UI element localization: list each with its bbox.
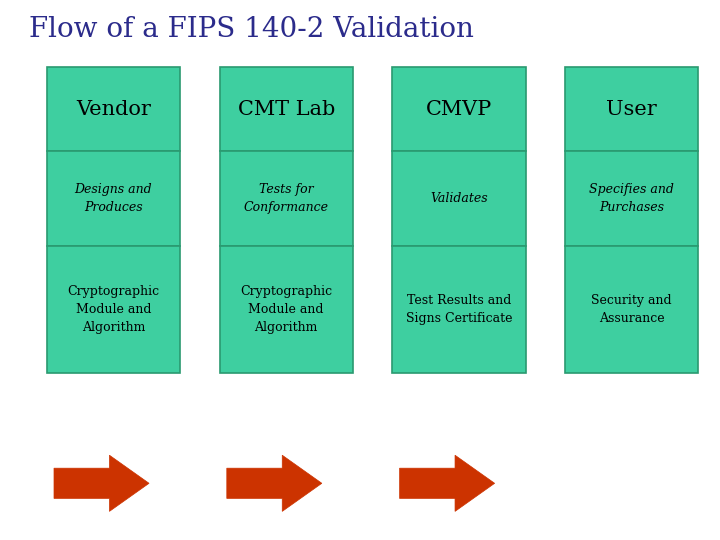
Text: Test Results and
Signs Certificate: Test Results and Signs Certificate (406, 294, 512, 325)
Bar (220, 68, 353, 151)
Text: CMT Lab: CMT Lab (238, 100, 335, 119)
Bar (565, 246, 698, 373)
Text: Vendor: Vendor (76, 100, 150, 119)
Bar (220, 246, 353, 373)
Text: Security and
Assurance: Security and Assurance (592, 294, 672, 325)
Bar (392, 151, 526, 246)
Bar (47, 246, 180, 373)
Polygon shape (54, 455, 149, 511)
Bar (392, 246, 526, 373)
Text: Specifies and
Purchases: Specifies and Purchases (590, 183, 674, 214)
Bar (565, 151, 698, 246)
Text: Flow of a FIPS 140-2 Validation: Flow of a FIPS 140-2 Validation (29, 16, 474, 43)
Text: Cryptographic
Module and
Algorithm: Cryptographic Module and Algorithm (68, 285, 159, 334)
Bar (47, 151, 180, 246)
Bar (565, 68, 698, 151)
Text: CMVP: CMVP (426, 100, 492, 119)
Polygon shape (400, 455, 495, 511)
Text: Validates: Validates (430, 192, 488, 205)
Bar (220, 151, 353, 246)
Text: Designs and
Produces: Designs and Produces (75, 183, 152, 214)
Text: User: User (606, 100, 657, 119)
Polygon shape (227, 455, 322, 511)
Bar (392, 68, 526, 151)
Bar (47, 68, 180, 151)
Text: Tests for
Conformance: Tests for Conformance (243, 183, 329, 214)
Text: Cryptographic
Module and
Algorithm: Cryptographic Module and Algorithm (240, 285, 332, 334)
